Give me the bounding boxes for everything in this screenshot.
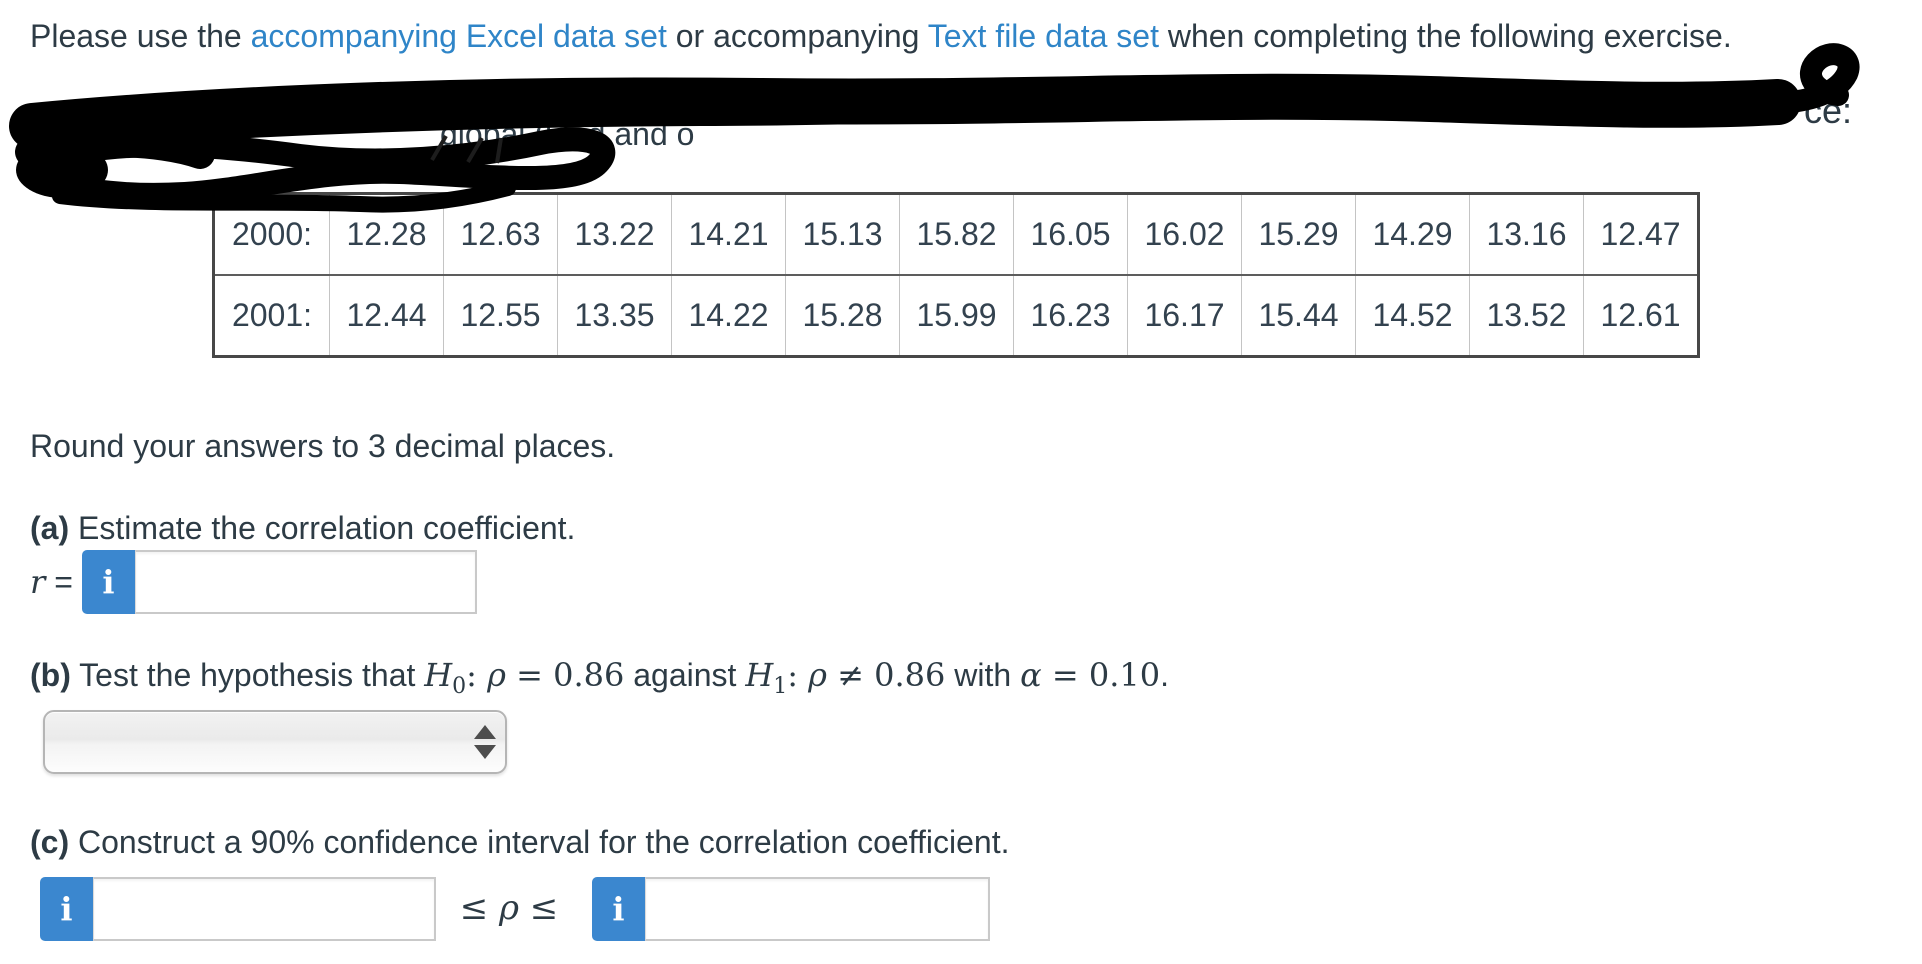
table-cell: 15.44: [1241, 274, 1356, 358]
part-b-label: (b): [30, 657, 71, 693]
part-a-label: (a): [30, 510, 70, 546]
part-a-prompt: (a) Estimate the correlation coefficient…: [30, 510, 575, 547]
table-cell: 13.16: [1469, 193, 1584, 276]
r-equals-sign: =: [45, 564, 73, 600]
table-cell: 15.28: [785, 274, 900, 358]
part-c-text: Construct a 90% confidence interval for …: [69, 824, 1010, 860]
part-b-text: Test the hypothesis that: [70, 657, 425, 693]
table-cell: 16.23: [1013, 274, 1128, 358]
leq-rho-leq-label: ≤ ρ ≤: [450, 877, 568, 941]
intro-mid: or accompanying: [666, 18, 928, 54]
alpha-value: 0.10: [1088, 656, 1161, 694]
ci-lower-input[interactable]: [93, 877, 436, 941]
table-row-2000: 2000: 12.28 12.63 13.22 14.21 15.13 15.8…: [213, 193, 1699, 276]
table-cell: 13.35: [557, 274, 672, 358]
hypothesis-conclusion-select[interactable]: [43, 710, 507, 774]
data-table: 2000: 12.28 12.63 13.22 14.21 15.13 15.8…: [212, 192, 1700, 358]
part-c-label: (c): [30, 824, 70, 860]
leq-sign: ≤: [459, 888, 499, 928]
table-row-2001: 2001: 12.44 12.55 13.35 14.22 15.28 15.9…: [213, 274, 1699, 358]
with-text: with: [945, 657, 1021, 693]
table-cell: 15.13: [785, 193, 900, 276]
textfile-dataset-link[interactable]: Text file data set: [927, 18, 1159, 54]
info-button-r[interactable]: i: [82, 550, 135, 614]
against-text: against: [624, 657, 746, 693]
r-equals-label: r =: [30, 550, 73, 614]
info-icon: i: [102, 563, 115, 601]
table-cell: 13.22: [557, 193, 672, 276]
intro-post: when completing the following exercise.: [1158, 18, 1732, 54]
table-cell: 14.29: [1355, 193, 1470, 276]
table-cell: 12.28: [329, 193, 444, 276]
equals-sign: =: [1041, 656, 1089, 694]
table-cell: 14.22: [671, 274, 786, 358]
rho-symbol: ρ: [808, 656, 827, 694]
arrow-up-icon: [474, 725, 496, 739]
excel-dataset-link[interactable]: accompanying Excel data set: [250, 18, 667, 54]
intro-pre: Please use the: [30, 18, 251, 54]
part-c-prompt: (c) Construct a 90% confidence interval …: [30, 824, 1009, 861]
leq-sign: ≤: [519, 888, 559, 928]
table-cell: 13.52: [1469, 274, 1584, 358]
redacted-text-fragment-mid: global (land and o: [440, 116, 695, 152]
table-cell: 12.55: [443, 274, 558, 358]
alpha-symbol: α: [1020, 656, 1042, 694]
h1-symbol: H: [745, 656, 774, 694]
table-cell: 12.47: [1583, 193, 1699, 276]
table-cell: 16.17: [1127, 274, 1242, 358]
part-a-text: Estimate the correlation coefficient.: [69, 510, 576, 546]
table-cell: 15.99: [899, 274, 1014, 358]
info-icon: i: [612, 890, 625, 928]
table-cell: 12.63: [443, 193, 558, 276]
neq-sign: ≠: [826, 656, 875, 694]
rounding-instruction: Round your answers to 3 decimal places.: [30, 428, 616, 464]
h1-colon: :: [787, 656, 809, 694]
h1-value: 0.86: [874, 656, 946, 694]
table-cell: 15.82: [899, 193, 1014, 276]
redacted-text-fragment-right: ce:: [1804, 90, 1853, 131]
rho-symbol: ρ: [499, 888, 519, 928]
table-cell: 14.52: [1355, 274, 1470, 358]
row-label: 2001:: [213, 274, 330, 358]
part-b-prompt: (b) Test the hypothesis that H0: ρ = 0.8…: [30, 652, 1530, 710]
table-cell: 15.29: [1241, 193, 1356, 276]
rho-symbol: ρ: [487, 656, 506, 694]
arrow-down-icon: [474, 745, 496, 759]
info-button-ci-lower[interactable]: i: [40, 877, 93, 941]
row-label: 2000:: [213, 193, 330, 276]
h0-subscript: 0: [452, 674, 467, 699]
info-button-ci-upper[interactable]: i: [592, 877, 645, 941]
correlation-input[interactable]: [135, 550, 477, 614]
h0-colon: :: [466, 656, 488, 694]
select-up-down-arrows-icon: [474, 725, 496, 759]
h0-value: 0.86: [553, 656, 625, 694]
table-cell: 16.02: [1127, 193, 1242, 276]
period: .: [1160, 657, 1169, 693]
intro-text: Please use the accompanying Excel data s…: [30, 14, 1830, 58]
table-cell: 12.61: [1583, 274, 1699, 358]
info-icon: i: [60, 890, 73, 928]
equals-sign: =: [505, 656, 554, 694]
table-cell: 16.05: [1013, 193, 1128, 276]
redacted-text-fragment-left: The monthly: [36, 118, 213, 154]
h0-symbol: H: [424, 656, 453, 694]
table-cell: 14.21: [671, 193, 786, 276]
h1-subscript: 1: [773, 674, 788, 699]
ci-upper-input[interactable]: [645, 877, 990, 941]
table-cell: 12.44: [329, 274, 444, 358]
r-variable: r: [30, 563, 46, 601]
